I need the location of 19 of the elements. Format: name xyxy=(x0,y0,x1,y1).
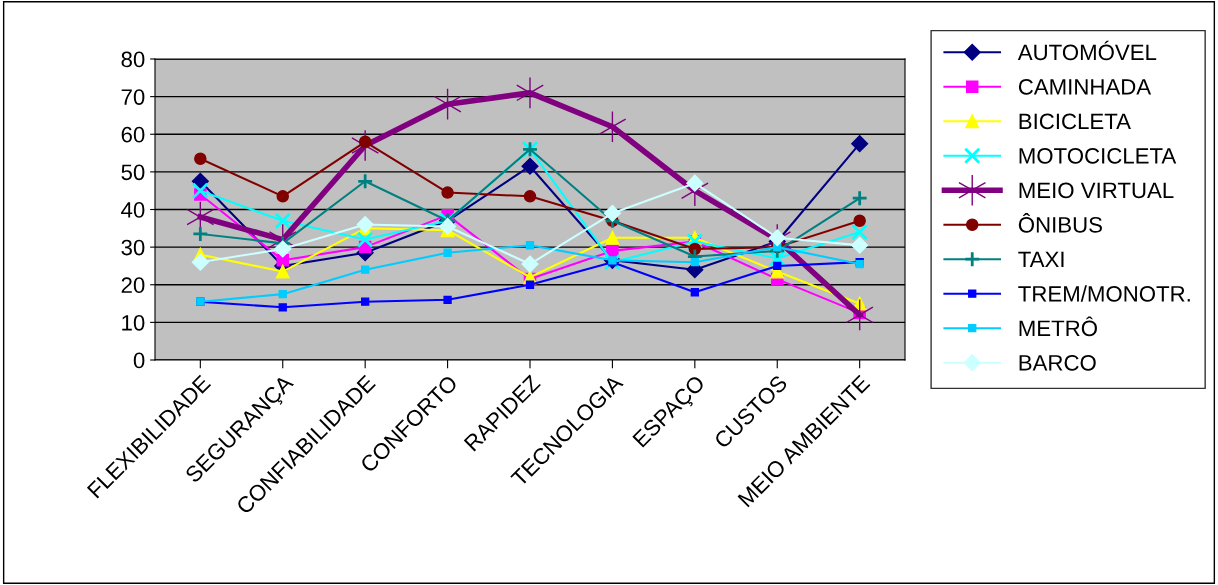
y-tick-label: 80 xyxy=(121,51,145,68)
legend-label: BICICLETA xyxy=(1019,113,1131,130)
y-tick-label: 0 xyxy=(133,352,145,369)
y-tick-label: 70 xyxy=(121,89,145,105)
legend-label: ÔNIBUS xyxy=(1018,213,1102,233)
legend-label: MEIO VIRTUAL xyxy=(1019,182,1174,199)
y-tick-label: 60 xyxy=(121,126,145,143)
legend-label: BARCO xyxy=(1019,354,1096,371)
legend-label: TAXI xyxy=(1018,251,1064,267)
legend-label: TREM/MONOTR. xyxy=(1018,285,1190,302)
y-tick-label: 10 xyxy=(122,314,145,331)
y-tick-label: 30 xyxy=(121,239,145,256)
y-tick-label: 20 xyxy=(121,277,145,294)
legend-label: MOTOCICLETA xyxy=(1019,147,1177,164)
legend-label: AUTOMÓVEL xyxy=(1017,40,1157,61)
legend-label: CAMINHADA xyxy=(1018,79,1152,95)
y-tick-label: 50 xyxy=(121,164,145,181)
y-tick-label: 40 xyxy=(121,202,145,218)
legend-label: METRÔ xyxy=(1019,316,1097,337)
